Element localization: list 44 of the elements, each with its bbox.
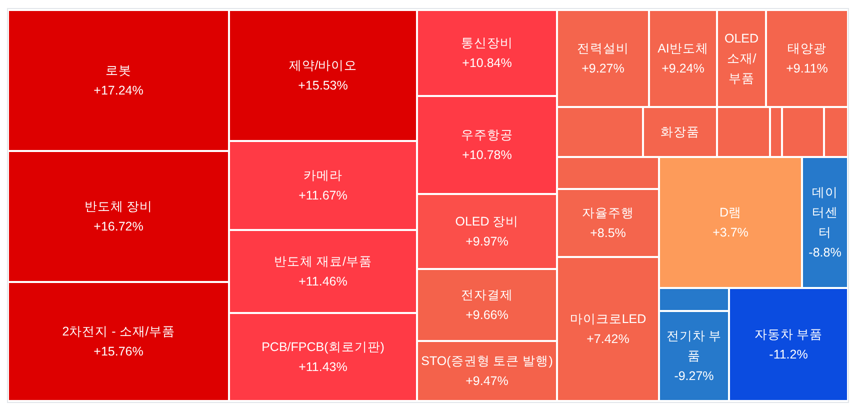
category-label: 전기차 부품	[666, 329, 722, 363]
data-label: +15.76%	[94, 344, 144, 358]
category-label: OLED 소재/부품	[724, 32, 759, 86]
category-label: 로봇	[106, 64, 132, 78]
category-label: 마이크로LED	[570, 312, 646, 326]
data-label: +9.47%	[466, 374, 508, 388]
category-label: OLED 장비	[455, 214, 519, 228]
data-label: -11.2%	[769, 348, 808, 362]
data-label: +3.7%	[712, 226, 748, 240]
data-label: -8.8%	[808, 246, 842, 260]
data-label: +10.78%	[462, 148, 512, 162]
data-label: +11.67%	[298, 188, 348, 202]
data-label: +9.11%	[786, 62, 828, 76]
data-label: -9.27%	[674, 369, 714, 383]
data-label: +11.46%	[298, 274, 348, 288]
category-label: AI반도체	[658, 42, 708, 56]
data-label: +9.27%	[582, 62, 624, 76]
category-label: 우주항공	[461, 128, 513, 142]
category-label: 태양광	[788, 42, 826, 56]
data-label: +11.43%	[298, 360, 348, 374]
category-label: 자동차 부품	[754, 328, 823, 342]
category-label: PCB/FPCB(회로기판)	[262, 340, 384, 354]
category-label: 전력설비	[577, 42, 629, 56]
category-label: D램	[719, 206, 742, 220]
category-label: 통신장비	[461, 36, 513, 50]
category-label: STO(증권형 토큰 발행)	[421, 354, 553, 368]
data-label: +9.24%	[662, 62, 704, 76]
category-label: 데이터센터	[812, 186, 838, 240]
data-label: +7.42%	[586, 332, 630, 346]
category-label: 카메라	[304, 168, 342, 182]
category-label: 화장품	[660, 125, 700, 139]
category-label: 반도체 장비	[84, 200, 153, 214]
data-label: +9.66%	[466, 308, 508, 322]
data-label: +16.72%	[94, 220, 144, 234]
category-label: 반도체 재료/부품	[274, 254, 372, 268]
category-label: 전자결제	[461, 288, 513, 302]
category-label: 2차전지 - 소재/부품	[62, 324, 175, 338]
category-label: 제약/바이오	[288, 58, 358, 72]
data-label: +15.53%	[298, 78, 348, 92]
data-label: +17.24%	[94, 84, 144, 98]
category-label: 자율주행	[582, 206, 634, 220]
data-label: +10.84%	[462, 56, 512, 70]
data-label: +8.5%	[590, 226, 626, 240]
data-label: +9.97%	[466, 234, 508, 248]
